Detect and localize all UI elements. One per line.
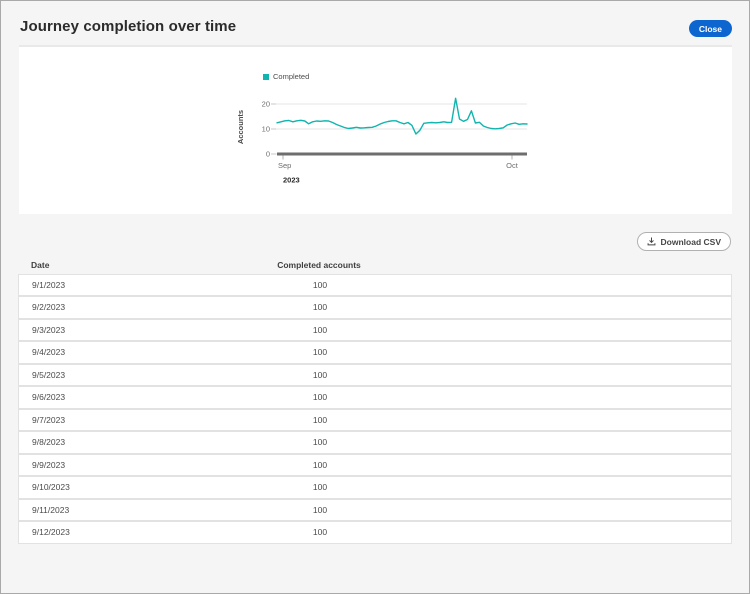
cell-completed-accounts: 100	[312, 504, 328, 515]
y-tick-label-10: 10	[262, 125, 270, 134]
x-axis-line	[277, 152, 527, 156]
cell-completed-accounts: 100	[312, 369, 328, 380]
table-row: 9/2/2023 100	[18, 296, 732, 319]
download-csv-button[interactable]: Download CSV	[636, 232, 731, 251]
cell-date: 9/4/2023	[32, 347, 66, 358]
cell-completed-accounts: 100	[312, 392, 328, 403]
cell-date: 9/2/2023	[32, 302, 66, 313]
x-axis-year-label: 2023	[283, 176, 300, 185]
table-row: 9/10/2023 100	[18, 476, 732, 499]
column-header-date: Date	[31, 260, 50, 271]
download-csv-label: Download CSV	[660, 236, 721, 247]
cell-completed-accounts: 100	[312, 527, 328, 538]
table-body: 9/1/2023 100 9/2/2023 100 9/3/2023 100 9/4/202…	[18, 273, 732, 544]
table-row: 9/6/2023 100	[18, 386, 732, 409]
completed-series-line	[276, 97, 528, 135]
table-row: 9/12/2023 100	[18, 521, 732, 544]
cell-date: 9/1/2023	[32, 279, 66, 290]
y-tick-label-0: 0	[266, 150, 270, 159]
cell-completed-accounts: 100	[312, 302, 328, 313]
column-header-completed-accounts: Completed accounts	[277, 260, 361, 271]
completion-table: Date Completed accounts 9/1/2023 100 9/2/2…	[18, 257, 732, 544]
cell-date: 9/11/2023	[32, 504, 70, 515]
cell-date: 9/3/2023	[32, 324, 66, 335]
cell-completed-accounts: 100	[312, 347, 328, 358]
chart-card: 20 10 0 Accounts Sep Oct 2023 Completed	[19, 45, 732, 214]
download-icon	[647, 237, 655, 246]
cell-date: 9/12/2023	[32, 527, 70, 538]
cell-date: 9/8/2023	[32, 437, 66, 448]
table-row: 9/8/2023 100	[18, 431, 732, 454]
cell-date: 9/9/2023	[32, 459, 66, 470]
table-row: 9/5/2023 100	[18, 363, 732, 386]
legend-swatch-completed	[263, 73, 269, 80]
x-tick-label-oct: Oct	[506, 161, 519, 170]
cell-completed-accounts: 100	[312, 414, 328, 425]
cell-completed-accounts: 100	[312, 279, 328, 290]
y-axis-title: Accounts	[236, 110, 245, 144]
table-header-row: Date Completed accounts	[18, 257, 732, 274]
table-row: 9/4/2023 100	[18, 341, 732, 364]
completion-line-chart: 20 10 0 Accounts Sep Oct 2023	[236, 97, 528, 185]
cell-completed-accounts: 100	[312, 459, 328, 470]
y-tick-label-20: 20	[262, 100, 270, 109]
cell-completed-accounts: 100	[312, 437, 328, 448]
table-row: 9/1/2023 100	[18, 273, 732, 296]
table-row: 9/11/2023 100	[18, 498, 732, 521]
cell-date: 9/7/2023	[32, 414, 66, 425]
cell-date: 9/6/2023	[32, 392, 66, 403]
table-row: 9/3/2023 100	[18, 318, 732, 341]
page-title: Journey completion over time	[20, 18, 237, 35]
close-button[interactable]: Close	[688, 20, 732, 37]
chart-legend: Completed	[263, 72, 309, 81]
table-row: 9/7/2023 100	[18, 408, 732, 431]
cell-completed-accounts: 100	[312, 482, 328, 493]
cell-date: 9/10/2023	[32, 482, 70, 493]
cell-date: 9/5/2023	[32, 369, 66, 380]
x-tick-label-sep: Sep	[278, 161, 291, 170]
cell-completed-accounts: 100	[312, 324, 328, 335]
legend-label-completed: Completed	[273, 72, 310, 81]
table-row: 9/9/2023 100	[18, 453, 732, 476]
